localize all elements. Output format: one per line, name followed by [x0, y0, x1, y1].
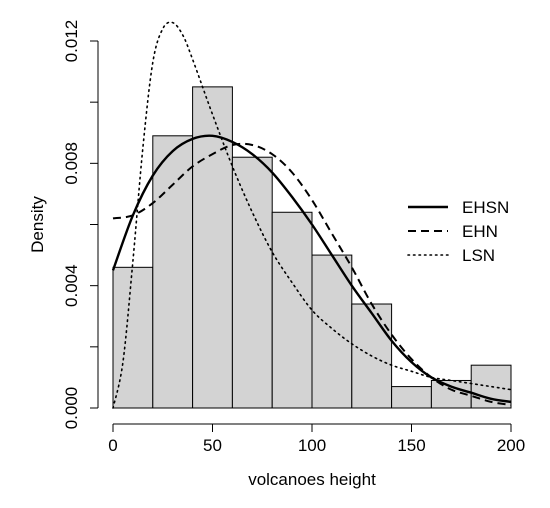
curve-lsn	[112, 21, 512, 409]
legend: EHSN EHN LSN	[407, 198, 509, 265]
x-axis-label: volcanoes height	[248, 470, 376, 489]
histogram-bar	[112, 266, 154, 409]
axes: 0 50 100 150 200 0.000 0.004 0.008 0.012	[62, 20, 525, 455]
y-tick-label: 0.000	[62, 387, 81, 430]
legend-label-ehn: EHN	[462, 222, 498, 241]
y-axis-label: Density	[28, 196, 47, 253]
legend-label-ehsn: EHSN	[462, 198, 509, 217]
histogram-bar	[231, 156, 273, 409]
y-tick-label: 0.008	[62, 142, 81, 185]
curve-ehsn	[111, 134, 512, 404]
x-tick-label: 100	[298, 436, 326, 455]
histogram-bars	[112, 86, 512, 409]
y-tick-label: 0.012	[62, 20, 81, 63]
histogram-bar	[391, 386, 432, 409]
x-tick-label: 50	[203, 436, 222, 455]
density-curves	[111, 21, 512, 409]
x-tick-label: 150	[397, 436, 425, 455]
histogram-bar	[271, 211, 313, 409]
x-tick-label: 0	[108, 436, 117, 455]
histogram-bar	[152, 135, 194, 409]
x-tick-label: 200	[497, 436, 525, 455]
legend-label-lsn: LSN	[462, 246, 495, 265]
curve-ehn	[112, 142, 512, 406]
y-tick-label: 0.004	[62, 264, 81, 307]
